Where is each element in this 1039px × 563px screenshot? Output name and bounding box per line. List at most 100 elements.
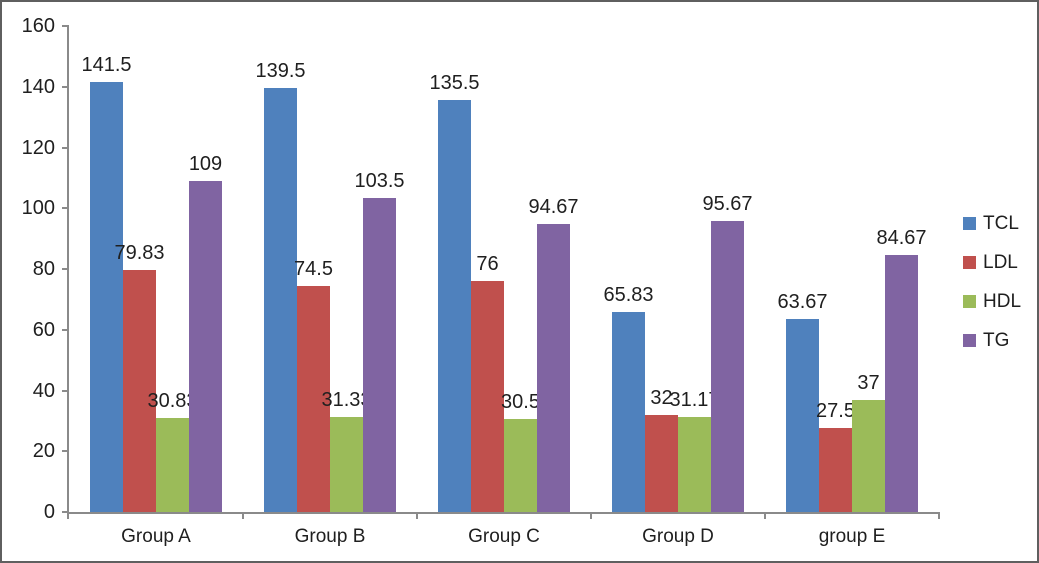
bar-value-label: 31.17 bbox=[669, 389, 720, 412]
bar-ldl-group-b bbox=[297, 285, 330, 512]
y-axis-tick-mark bbox=[62, 85, 69, 88]
y-axis-tick-mark bbox=[62, 328, 69, 331]
legend-label: TG bbox=[983, 330, 1010, 351]
legend-label: HDL bbox=[983, 291, 1022, 312]
bar-slot: 74.5 bbox=[294, 26, 333, 512]
bar-ldl-group-a bbox=[123, 269, 156, 512]
bar-slot: 95.67 bbox=[702, 26, 753, 512]
bar-slot: 141.5 bbox=[81, 26, 132, 512]
legend-swatch-tcl-icon bbox=[963, 217, 976, 230]
y-axis-tick-mark bbox=[62, 389, 69, 392]
x-axis-tick-mark bbox=[242, 512, 244, 519]
legend-item-tg: TG bbox=[963, 331, 1021, 350]
bar-hdl-group-e bbox=[852, 399, 885, 512]
legend-swatch-hdl-icon bbox=[963, 295, 976, 308]
y-axis-tick-mark bbox=[62, 511, 69, 513]
bar-tg-group-d bbox=[711, 221, 744, 512]
bar-tcl-group-a bbox=[90, 82, 123, 512]
bar-ldl-group-e bbox=[819, 428, 852, 512]
y-axis-tick-label: 120 bbox=[21, 136, 55, 159]
y-axis-tick-mark bbox=[62, 207, 69, 210]
bar-slot: 63.67 bbox=[777, 26, 828, 512]
bar-value-label: 30.5 bbox=[501, 391, 540, 414]
bar-value-label: 32 bbox=[650, 386, 673, 409]
bar-slot: 30.83 bbox=[147, 26, 198, 512]
bar-group-4: 65.83 32 31.17 95.67 bbox=[603, 26, 753, 512]
bar-hdl-group-d bbox=[678, 417, 711, 512]
bar-slot: 139.5 bbox=[255, 26, 306, 512]
x-axis-tick-mark bbox=[938, 512, 940, 519]
bar-hdl-group-a bbox=[156, 418, 189, 512]
x-axis-tick-mark bbox=[764, 512, 766, 519]
legend-item-hdl: HDL bbox=[963, 292, 1021, 311]
bar-slot: 79.83 bbox=[114, 26, 165, 512]
x-axis-tick-mark bbox=[590, 512, 592, 519]
bar-value-label: 109 bbox=[188, 152, 223, 175]
bar-slot: 30.5 bbox=[501, 26, 540, 512]
bar-value-label: 65.83 bbox=[603, 284, 654, 307]
bar-value-label: 135.5 bbox=[429, 72, 480, 95]
bar-hdl-group-b bbox=[330, 416, 363, 512]
bar-group-3: 135.5 76 30.5 94.67 bbox=[429, 26, 579, 512]
bar-slot: 31.33 bbox=[321, 26, 372, 512]
bar-slot: 37 bbox=[852, 26, 885, 512]
legend-label: TCL bbox=[983, 213, 1019, 234]
bar-slot: 31.17 bbox=[669, 26, 720, 512]
bar-tg-group-e bbox=[885, 254, 918, 512]
bar-slot: 32 bbox=[645, 26, 678, 512]
bar-group-2: 139.5 74.5 31.33 103.5 bbox=[255, 26, 405, 512]
y-axis-tick-mark bbox=[62, 25, 69, 27]
bar-slot: 109 bbox=[189, 26, 222, 512]
legend-swatch-tg-icon bbox=[963, 334, 976, 347]
x-axis-category-label: Group B bbox=[294, 526, 366, 547]
y-axis-tick-label: 80 bbox=[32, 258, 55, 280]
bar-value-label: 37 bbox=[857, 371, 880, 394]
y-axis-tick-label: 160 bbox=[21, 15, 55, 37]
legend-item-tcl: TCL bbox=[963, 214, 1021, 233]
x-axis-category-label: group E bbox=[818, 526, 886, 547]
y-axis-tick-mark bbox=[62, 450, 69, 453]
bar-tcl-group-b bbox=[264, 88, 297, 512]
y-axis-tick-label: 0 bbox=[43, 501, 55, 523]
y-axis-tick-mark bbox=[62, 268, 69, 270]
bar-group-1: 141.5 79.83 30.83 109 bbox=[81, 26, 222, 512]
bar-value-label: 141.5 bbox=[81, 54, 132, 77]
bar-value-label: 63.67 bbox=[777, 290, 828, 313]
bar-slot: 94.67 bbox=[528, 26, 579, 512]
bar-ldl-group-d bbox=[645, 414, 678, 512]
bar-ldl-group-c bbox=[471, 281, 504, 512]
x-axis-tick-mark bbox=[67, 512, 69, 519]
bar-value-label: 79.83 bbox=[114, 241, 165, 264]
y-axis-tick-label: 100 bbox=[21, 197, 55, 220]
bar-slot: 135.5 bbox=[429, 26, 480, 512]
legend-item-ldl: LDL bbox=[963, 253, 1021, 272]
bar-group-5: 63.67 27.5 37 84.67 bbox=[777, 26, 927, 512]
bar-slot: 65.83 bbox=[603, 26, 654, 512]
bar-value-label: 103.5 bbox=[354, 169, 405, 192]
bar-value-label: 139.5 bbox=[255, 60, 306, 83]
bar-tg-group-c bbox=[537, 224, 570, 512]
y-axis-tick-label: 60 bbox=[32, 318, 55, 341]
x-axis-category-label: Group D bbox=[642, 526, 714, 547]
bar-slot: 76 bbox=[471, 26, 504, 512]
legend: TCL LDL HDL TG bbox=[963, 214, 1021, 350]
bar-value-label: 94.67 bbox=[528, 196, 579, 219]
bar-value-label: 84.67 bbox=[876, 226, 927, 249]
y-axis-tick-label: 20 bbox=[32, 440, 55, 463]
bar-tg-group-a bbox=[189, 180, 222, 512]
bar-value-label: 30.83 bbox=[147, 390, 198, 413]
bar-tcl-group-e bbox=[786, 318, 819, 512]
y-axis-tick-mark bbox=[62, 146, 69, 149]
bar-value-label: 76 bbox=[476, 253, 499, 276]
legend-swatch-ldl-icon bbox=[963, 256, 976, 269]
bar-slot: 103.5 bbox=[354, 26, 405, 512]
bar-tg-group-b bbox=[363, 197, 396, 512]
bar-hdl-group-c bbox=[504, 419, 537, 512]
bar-value-label: 74.5 bbox=[294, 257, 333, 280]
x-axis-tick-mark bbox=[416, 512, 418, 519]
bar-slot: 84.67 bbox=[876, 26, 927, 512]
x-axis-category-label: Group C bbox=[468, 526, 540, 547]
bar-tcl-group-c bbox=[438, 100, 471, 512]
legend-label: LDL bbox=[983, 252, 1018, 273]
